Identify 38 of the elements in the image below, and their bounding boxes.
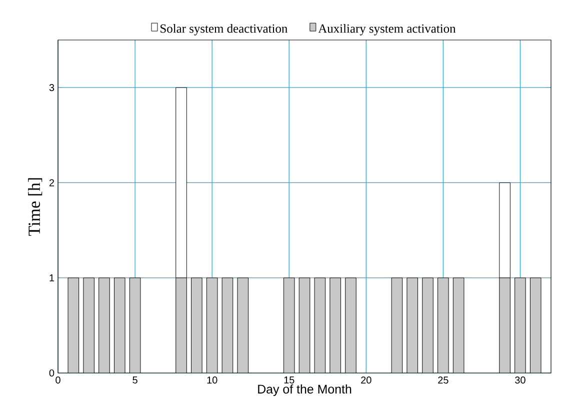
y-tick-label: 1 xyxy=(50,274,54,282)
bar xyxy=(452,278,464,373)
y-axis-title: Time [h] xyxy=(28,178,42,236)
bar xyxy=(345,278,356,373)
y-tick-label: 3 xyxy=(49,84,54,92)
legend-label: Auxiliary system activation xyxy=(318,24,456,36)
bar xyxy=(422,278,434,373)
bar xyxy=(176,278,187,373)
bar xyxy=(314,278,326,373)
x-axis-title: Day of the Month xyxy=(258,384,352,396)
bar xyxy=(237,278,249,373)
bar xyxy=(98,278,110,373)
bar xyxy=(298,278,310,373)
bar xyxy=(222,278,234,373)
x-tick-label: 5 xyxy=(132,376,138,384)
bar xyxy=(68,278,80,373)
bar xyxy=(191,278,202,373)
x-tick-label: 25 xyxy=(438,376,448,384)
bar xyxy=(530,278,542,373)
x-tick-label: 10 xyxy=(207,376,218,384)
y-tick-label: 2 xyxy=(49,179,54,186)
bar xyxy=(406,278,418,373)
bar xyxy=(206,278,218,373)
bar xyxy=(83,278,94,373)
bar xyxy=(283,278,295,373)
legend-label: Solar system deactivation xyxy=(160,24,288,36)
y-tick-label: 0 xyxy=(49,369,54,377)
x-tick-label: 30 xyxy=(515,376,526,384)
x-tick-label: 0 xyxy=(56,376,60,384)
bar xyxy=(330,278,341,373)
bar xyxy=(514,278,526,373)
x-tick-label: 15 xyxy=(284,376,294,384)
x-tick-label: 20 xyxy=(361,376,372,384)
bar xyxy=(499,278,510,373)
bar xyxy=(114,278,126,373)
bar xyxy=(391,278,403,373)
bar xyxy=(129,278,141,373)
bar xyxy=(438,278,449,373)
